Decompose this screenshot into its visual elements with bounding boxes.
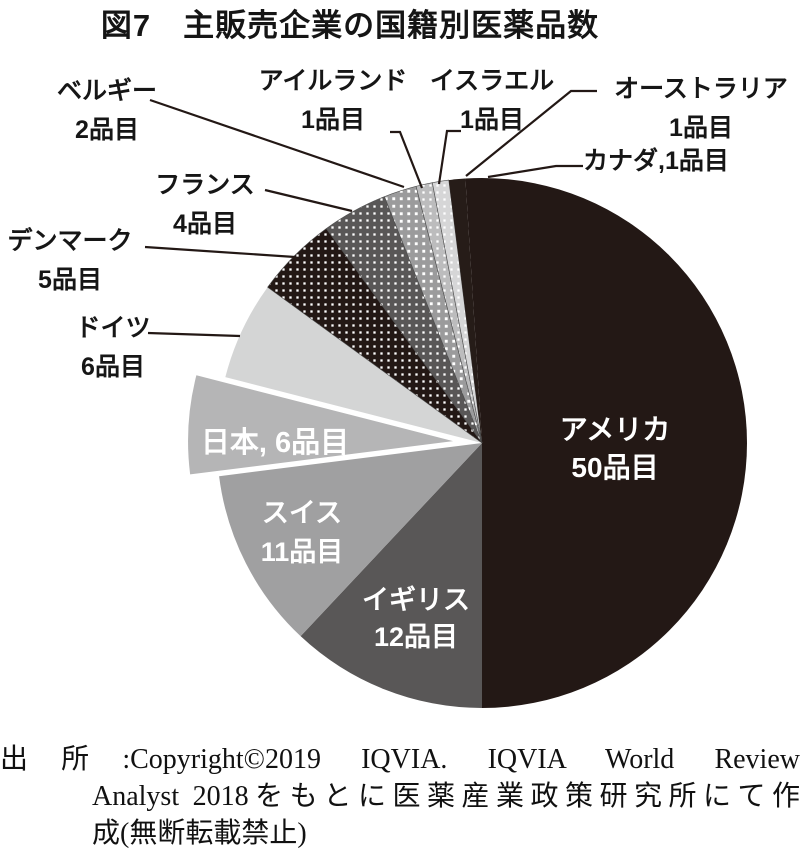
label-canada: カナダ,1品目 [583, 142, 800, 181]
label-denmark-country: デンマーク [7, 227, 133, 255]
label-switzerland-country: スイス [261, 498, 343, 528]
source-note: 出所:Copyright©2019 IQVIA. IQVIA World Rev… [0, 741, 800, 852]
pie-slice-japan [188, 375, 454, 475]
label-uk-country: イギリス [362, 585, 470, 615]
leader-line-denmark [144, 245, 296, 259]
pie-slice-israel [431, 179, 483, 444]
label-france-count: 4品目 [173, 210, 237, 238]
label-america-count: 50品目 [571, 452, 659, 483]
leader-line-canada [487, 164, 583, 179]
label-america: アメリカ 50品目 [520, 411, 710, 487]
label-ireland-country: アイルランド [258, 67, 408, 95]
label-belgium-count: 2品目 [75, 116, 139, 144]
leader-line-france [264, 188, 353, 213]
label-belgium: ベルギー 2品目 [17, 72, 197, 150]
label-australia-count: 1品目 [669, 114, 733, 142]
label-france: フランス 4品目 [115, 166, 295, 244]
source-line-1: 出所:Copyright©2019 IQVIA. IQVIA World Rev… [0, 744, 800, 775]
label-ireland-count: 1品目 [301, 106, 365, 134]
label-japan: 日本, 6品目 [180, 427, 370, 459]
label-israel: イスラエル 1品目 [402, 62, 582, 140]
leader-line-belgium [149, 98, 405, 189]
label-denmark: デンマーク 5品目 [0, 222, 160, 300]
source-line-2: Analyst 2018をもとに医薬産業政策研究所にて作 [92, 781, 800, 812]
label-australia: オーストラリア 1品目 [602, 70, 800, 148]
pie-slice-swiss [219, 443, 482, 637]
leader-line-germany [147, 331, 241, 338]
pie-slice-uk [300, 443, 482, 708]
label-denmark-count: 5品目 [38, 266, 102, 294]
label-germany: ドイツ 6品目 [23, 309, 203, 387]
label-france-country: フランス [155, 171, 255, 199]
pie-slice-australia [448, 178, 482, 443]
leader-line-israel [437, 129, 461, 185]
label-uk-count: 12品目 [373, 622, 459, 652]
leader-line-ireland [390, 130, 424, 189]
pie-slice-america [482, 178, 747, 708]
label-switzerland-count: 11品目 [260, 537, 344, 567]
label-japan-text: 日本, 6品目 [200, 427, 350, 459]
label-canada-text: カナダ,1品目 [583, 147, 729, 175]
label-germany-count: 6品目 [81, 353, 145, 381]
pie-slice-germany [225, 287, 483, 443]
leader-line-australia [465, 89, 597, 177]
chart-title: 図7 主販売企業の国籍別医薬品数 [100, 8, 600, 43]
label-ireland: アイルランド 1品目 [243, 62, 423, 140]
label-america-country: アメリカ [559, 414, 671, 445]
label-israel-count: 1品目 [460, 106, 524, 134]
pie-slice-canada [465, 178, 482, 443]
label-australia-country: オーストラリア [614, 75, 788, 103]
label-germany-country: ドイツ [75, 314, 151, 342]
label-switzerland: スイス 11品目 [211, 494, 393, 572]
label-israel-country: イスラエル [429, 67, 555, 95]
label-belgium-country: ベルギー [56, 77, 157, 105]
label-uk: イギリス 12品目 [325, 582, 507, 656]
source-line-3: 成(無断転載禁止) [92, 818, 307, 849]
